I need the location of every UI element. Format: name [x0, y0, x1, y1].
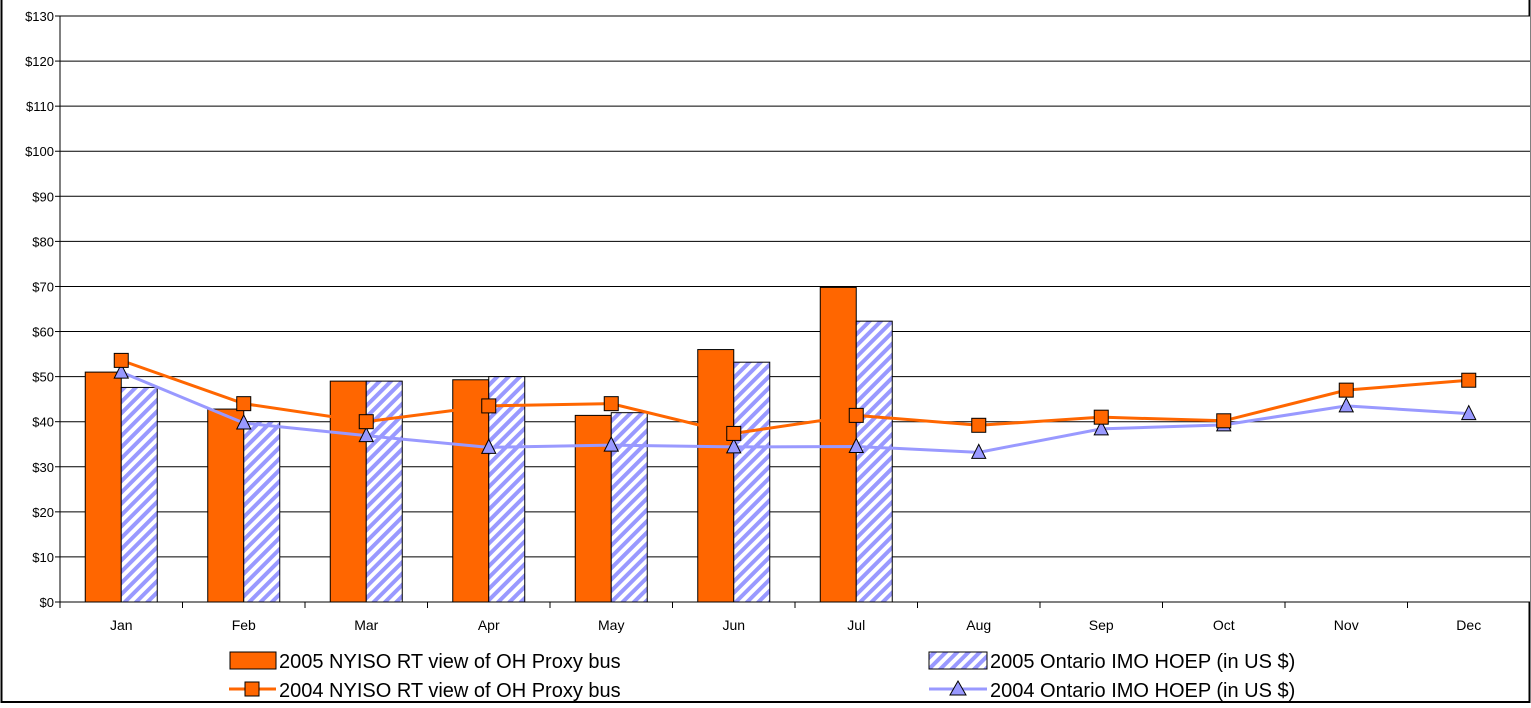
point-2004-ontario — [480, 438, 497, 454]
y-tick-label: $80 — [32, 234, 54, 249]
point-2004-ontario — [970, 443, 987, 459]
point-2004-ontario — [358, 426, 375, 443]
point-2004-nyiso — [971, 417, 987, 433]
square-marker-icon — [244, 681, 260, 697]
bar-2005-ontario — [855, 320, 893, 603]
legend: 2005 NYISO RT view of OH Proxy bus 2005 … — [229, 651, 1295, 702]
point-2004-ontario — [113, 362, 130, 379]
point-2004-nyiso — [603, 396, 619, 412]
lines — [113, 352, 1477, 459]
bars — [84, 286, 893, 603]
y-tick-label: $50 — [32, 370, 54, 385]
point-2004-ontario — [1093, 419, 1110, 436]
y-tick-label: $130 — [25, 9, 54, 24]
point-2004-ontario — [848, 437, 865, 453]
legend-label: 2005 Ontario IMO HOEP (in US $) — [990, 651, 1295, 673]
point-2004-nyiso — [1216, 413, 1232, 429]
bar-2005-nyiso — [84, 371, 122, 603]
y-tick-label: $0 — [40, 595, 54, 610]
x-tick-label: May — [598, 617, 624, 633]
legend-item-line-orange: 2004 NYISO RT view of OH Proxy bus — [229, 680, 621, 702]
y-tick-label: $120 — [25, 54, 54, 69]
point-2004-nyiso — [1461, 372, 1477, 388]
bar-2005-ontario — [243, 421, 281, 603]
bar-2005-nyiso — [452, 379, 490, 603]
y-tick-label: $90 — [32, 189, 54, 204]
line-2004-nyiso — [120, 358, 1469, 435]
bar-2005-ontario — [120, 386, 158, 603]
point-2004-nyiso — [1093, 409, 1109, 425]
x-tick-label: Jan — [110, 617, 133, 633]
bar-2005-nyiso — [697, 349, 735, 603]
legend-item-bar-orange: 2005 NYISO RT view of OH Proxy bus — [229, 651, 621, 673]
plot-area — [60, 16, 1530, 602]
point-2004-nyiso — [848, 407, 864, 423]
x-tick-label: Apr — [478, 617, 500, 633]
y-tick-label: $60 — [32, 325, 54, 340]
bar-2005-ontario — [610, 412, 648, 603]
x-tick-label: Jul — [847, 617, 865, 633]
x-tick-label: Mar — [354, 617, 378, 633]
bar-2005-nyiso — [207, 408, 245, 603]
legend-item-bar-hatched: 2005 Ontario IMO HOEP (in US $) — [928, 651, 1295, 673]
point-2004-nyiso — [481, 398, 497, 414]
y-tick-label: $20 — [32, 505, 54, 520]
legend-swatch-hatched-lavender — [928, 651, 988, 670]
bar-2005-ontario — [733, 361, 771, 603]
triangle-marker-icon — [949, 679, 967, 696]
x-tick-label: Aug — [966, 617, 991, 633]
point-2004-nyiso — [236, 396, 252, 412]
y-tick-label: $10 — [32, 550, 54, 565]
legend-label: 2005 NYISO RT view of OH Proxy bus — [279, 651, 621, 673]
point-2004-ontario — [725, 437, 742, 454]
legend-label: 2004 Ontario IMO HOEP (in US $) — [990, 680, 1295, 702]
point-2004-ontario — [603, 436, 620, 452]
y-tick-label: $100 — [25, 144, 54, 159]
point-2004-nyiso — [358, 414, 374, 430]
x-axis-ticks: Jan Feb Mar Apr May Jun Jul Aug Sep Oct Nov Dec — [59, 602, 1531, 633]
x-tick-label: Oct — [1213, 617, 1235, 633]
y-tick-label: $110 — [26, 99, 54, 114]
point-2004-ontario — [1338, 396, 1355, 413]
x-tick-label: Sep — [1089, 617, 1114, 633]
y-tick-label: $70 — [32, 279, 54, 294]
bar-2005-ontario — [488, 376, 526, 603]
legend-item-line-lavender: 2004 Ontario IMO HOEP (in US $) — [929, 679, 1295, 702]
legend-swatch-solid-orange — [229, 651, 277, 670]
gridlines — [60, 15, 1530, 558]
x-tick-label: Nov — [1334, 617, 1359, 633]
point-2004-nyiso — [1338, 382, 1354, 398]
y-tick-label: $30 — [32, 460, 54, 475]
x-tick-label: Dec — [1456, 617, 1481, 633]
y-axis-ticks: $0 $10 $20 $30 $40 $50 $60 $70 $80 $90 $100 $110 $12… — [25, 9, 60, 610]
point-2004-ontario — [1460, 404, 1477, 421]
legend-label: 2004 NYISO RT view of OH Proxy bus — [279, 680, 621, 702]
x-tick-label: Jun — [722, 617, 745, 633]
bar-2005-nyiso — [574, 414, 612, 603]
x-tick-label: Feb — [232, 617, 256, 633]
point-2004-nyiso — [113, 352, 129, 368]
point-2004-ontario — [235, 413, 252, 430]
line-2004-ontario — [120, 370, 1469, 454]
y-tick-label: $40 — [32, 415, 54, 430]
point-2004-nyiso — [726, 425, 742, 441]
bar-2005-nyiso — [819, 286, 857, 603]
